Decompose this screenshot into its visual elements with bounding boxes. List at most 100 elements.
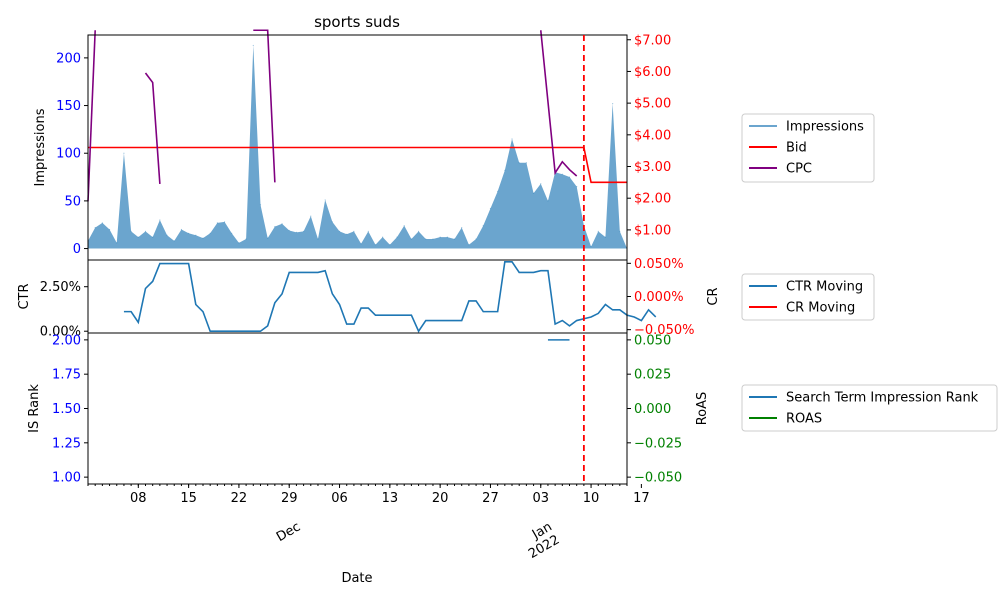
impressions-point bbox=[619, 230, 621, 232]
x-tick-label: 20 bbox=[432, 491, 449, 506]
legend-label: CR Moving bbox=[786, 301, 855, 316]
impressions-point bbox=[532, 192, 535, 194]
impressions-point bbox=[353, 230, 355, 232]
impressions-point bbox=[612, 103, 614, 105]
impressions-point bbox=[475, 238, 477, 240]
legend-frame bbox=[741, 384, 998, 432]
y-tick-label-right: 0.000 bbox=[634, 402, 671, 417]
cpc-segment bbox=[144, 72, 161, 185]
legend-label: CPC bbox=[786, 162, 812, 177]
impressions-point bbox=[274, 226, 276, 228]
impressions-point bbox=[94, 226, 96, 229]
series-line bbox=[123, 260, 657, 333]
impressions-point bbox=[317, 238, 319, 240]
impressions-point bbox=[417, 230, 420, 232]
y-tick-label-right: $1.00 bbox=[634, 223, 671, 238]
y-tick-label-left: 200 bbox=[56, 51, 81, 66]
panel-impressions: 0 50 100 150 200 $1.00 $2.00 $3.00 $4.00 $5.00 $6.… bbox=[33, 29, 671, 261]
legend-1: Impressions Bid CPC bbox=[741, 113, 875, 183]
y-axis-label-left: Impressions bbox=[33, 108, 48, 186]
x-month-label: Dec bbox=[274, 519, 303, 545]
impressions-point bbox=[166, 234, 168, 236]
impressions-point bbox=[576, 185, 578, 188]
impressions-point bbox=[331, 221, 333, 223]
impressions-point bbox=[223, 221, 226, 223]
x-tick-label: 15 bbox=[180, 491, 197, 506]
panel-frame bbox=[87, 332, 628, 485]
impressions-point bbox=[461, 226, 463, 229]
y-tick-label-right: 0.050 bbox=[634, 333, 671, 348]
impressions-point bbox=[446, 236, 448, 238]
impressions-point bbox=[518, 162, 520, 164]
impressions-point bbox=[130, 230, 132, 232]
impressions-point bbox=[497, 190, 499, 192]
legend-label: Impressions bbox=[786, 120, 864, 135]
y-axis-label-left: IS Rank bbox=[27, 384, 42, 433]
y-tick-label-right: $2.00 bbox=[634, 192, 671, 207]
impressions-point bbox=[540, 183, 542, 185]
series-ctr-moving bbox=[123, 260, 657, 333]
x-tick-label: 10 bbox=[583, 491, 600, 506]
x-tick-label: 29 bbox=[281, 491, 298, 506]
impressions-point bbox=[281, 223, 283, 225]
impressions-point bbox=[410, 238, 412, 240]
impressions-point bbox=[195, 234, 197, 236]
x-tick-label: 17 bbox=[633, 491, 650, 506]
impressions-point bbox=[489, 207, 492, 210]
impressions-point bbox=[310, 215, 312, 217]
legend-label: ROAS bbox=[786, 412, 822, 427]
impressions-point bbox=[482, 225, 484, 227]
impressions-point bbox=[188, 232, 190, 234]
impressions-point bbox=[561, 173, 563, 175]
impressions-point bbox=[346, 233, 348, 235]
x-axis-label: Date bbox=[341, 571, 372, 586]
impressions-point bbox=[259, 204, 262, 206]
legend-label: CTR Moving bbox=[786, 280, 863, 295]
impressions-point bbox=[511, 138, 513, 140]
x-tick-label: 03 bbox=[532, 491, 549, 506]
y-tick-label-left: 100 bbox=[56, 147, 81, 162]
impressions-point bbox=[295, 231, 298, 233]
legend-3: Search Term Impression Rank ROAS bbox=[741, 384, 998, 432]
y-axis-label-right: CR bbox=[706, 287, 721, 305]
impressions-point bbox=[252, 44, 254, 47]
impressions-point bbox=[425, 238, 427, 240]
impressions-point bbox=[403, 225, 405, 227]
impressions-point bbox=[152, 236, 154, 238]
impressions-point bbox=[468, 244, 470, 246]
impressions-point bbox=[288, 229, 290, 232]
impressions-point bbox=[547, 200, 549, 202]
impressions-point bbox=[374, 244, 377, 246]
y-tick-label-left: 1.00 bbox=[52, 471, 81, 486]
y-tick-label-right: −0.025 bbox=[634, 436, 682, 451]
y-tick-label-right: $3.00 bbox=[634, 160, 671, 175]
legend-frame bbox=[741, 113, 875, 183]
y-tick-label-right: $7.00 bbox=[634, 33, 671, 48]
x-tick-label: 08 bbox=[130, 491, 147, 506]
impressions-point bbox=[382, 236, 384, 238]
y-tick-label-right: $4.00 bbox=[634, 128, 671, 143]
x-tick-label: 27 bbox=[482, 491, 499, 506]
impressions-point bbox=[209, 232, 211, 234]
series-bid bbox=[88, 146, 627, 184]
series-cpc bbox=[87, 29, 578, 202]
y-tick-label-right: −0.050% bbox=[634, 323, 694, 338]
impressions-point bbox=[159, 219, 161, 221]
y-tick-label-left: 2.50% bbox=[40, 280, 81, 295]
impressions-point bbox=[216, 222, 218, 224]
impressions-point bbox=[123, 152, 125, 154]
y-tick-label-left: 1.50 bbox=[52, 402, 81, 417]
impressions-point bbox=[453, 238, 456, 240]
impressions-point bbox=[432, 238, 434, 240]
y-tick-label-left: 1.25 bbox=[52, 436, 81, 451]
series-line bbox=[88, 146, 627, 184]
impressions-point bbox=[116, 242, 118, 244]
y-axis-label-right: RoAS bbox=[695, 392, 710, 426]
y-tick-label-right: 0.050% bbox=[634, 257, 684, 272]
impressions-point bbox=[604, 236, 607, 238]
impressions-point bbox=[267, 237, 269, 239]
y-tick-label-left: 150 bbox=[56, 99, 81, 114]
y-tick-label-left: 50 bbox=[64, 194, 81, 209]
impressions-point bbox=[231, 232, 233, 234]
